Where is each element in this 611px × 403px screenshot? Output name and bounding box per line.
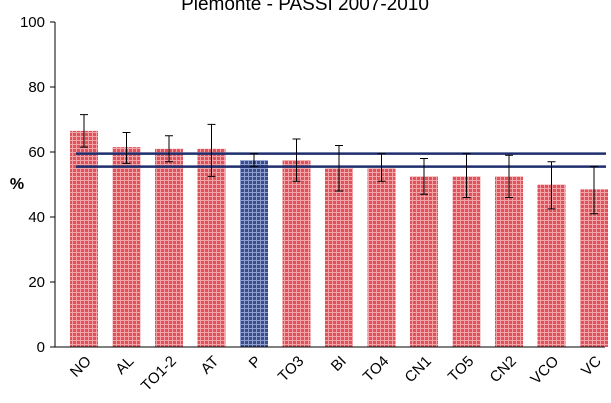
bar-to5 bbox=[452, 176, 481, 347]
y-tick-label: 60 bbox=[28, 144, 45, 161]
chart-title: Piemonte - PASSI 2007-2010 bbox=[181, 0, 429, 15]
x-tick-label-vc: VC bbox=[578, 353, 605, 380]
bar-vco bbox=[537, 184, 566, 347]
y-tick-label: 100 bbox=[20, 14, 45, 31]
error-bar-cn1 bbox=[420, 158, 428, 195]
y-axis-label: % bbox=[10, 176, 24, 193]
x-tick-label-at: AT bbox=[198, 353, 223, 378]
error-bars bbox=[80, 114, 598, 215]
error-bar-vc bbox=[590, 166, 598, 215]
error-bar-cn2 bbox=[505, 154, 513, 198]
y-tick-label: 20 bbox=[28, 274, 45, 291]
x-tick-label-vco: VCO bbox=[527, 353, 562, 388]
error-bar-to4 bbox=[377, 153, 386, 182]
x-axis-labels: NO AL TO1-2 AT P TO3 BI TO4 CN1 TO5 CN2 VCO VC bbox=[67, 353, 605, 395]
x-tick-label-to3: TO3 bbox=[275, 353, 307, 385]
x-tick-label-bi: BI bbox=[328, 353, 350, 375]
error-bar-no bbox=[80, 114, 88, 148]
y-axis: 0 20 40 60 80 100 bbox=[20, 14, 55, 356]
reference-lines bbox=[76, 152, 606, 168]
error-bar-to5 bbox=[462, 153, 471, 198]
x-tick-label-no: NO bbox=[67, 353, 95, 381]
error-bar-vco bbox=[547, 161, 556, 210]
error-bar-at bbox=[207, 123, 216, 177]
y-tick-label: 80 bbox=[28, 79, 45, 96]
x-tick-label-to4: TO4 bbox=[360, 353, 392, 385]
bar-vc bbox=[580, 189, 608, 347]
error-bar-p bbox=[250, 153, 258, 168]
bar-to4 bbox=[367, 168, 396, 347]
x-tick-label-p: P bbox=[246, 353, 265, 372]
bar-al bbox=[112, 147, 141, 347]
error-bar-al bbox=[122, 132, 131, 164]
x-tick-label-to1-2: TO1-2 bbox=[138, 353, 180, 395]
error-bar-to3 bbox=[292, 138, 301, 182]
bar-to1-2 bbox=[155, 148, 183, 347]
bars bbox=[70, 130, 608, 347]
bar-bi bbox=[325, 168, 353, 347]
y-tick-label: 40 bbox=[28, 209, 45, 226]
bar-cn1 bbox=[410, 176, 438, 347]
bar-no bbox=[70, 130, 98, 347]
error-bar-bi bbox=[335, 145, 343, 192]
x-tick-label-to5: TO5 bbox=[445, 353, 477, 385]
bar-at bbox=[197, 148, 226, 347]
x-tick-label-cn1: CN1 bbox=[402, 353, 435, 386]
error-bar-to1-2 bbox=[165, 135, 173, 163]
bar-to3 bbox=[282, 160, 311, 347]
x-tick-label-al: AL bbox=[112, 353, 137, 378]
y-tick-label: 0 bbox=[37, 339, 45, 356]
x-tick-label-cn2: CN2 bbox=[487, 353, 520, 386]
bar-p bbox=[240, 160, 268, 347]
bar-cn2 bbox=[495, 176, 523, 347]
